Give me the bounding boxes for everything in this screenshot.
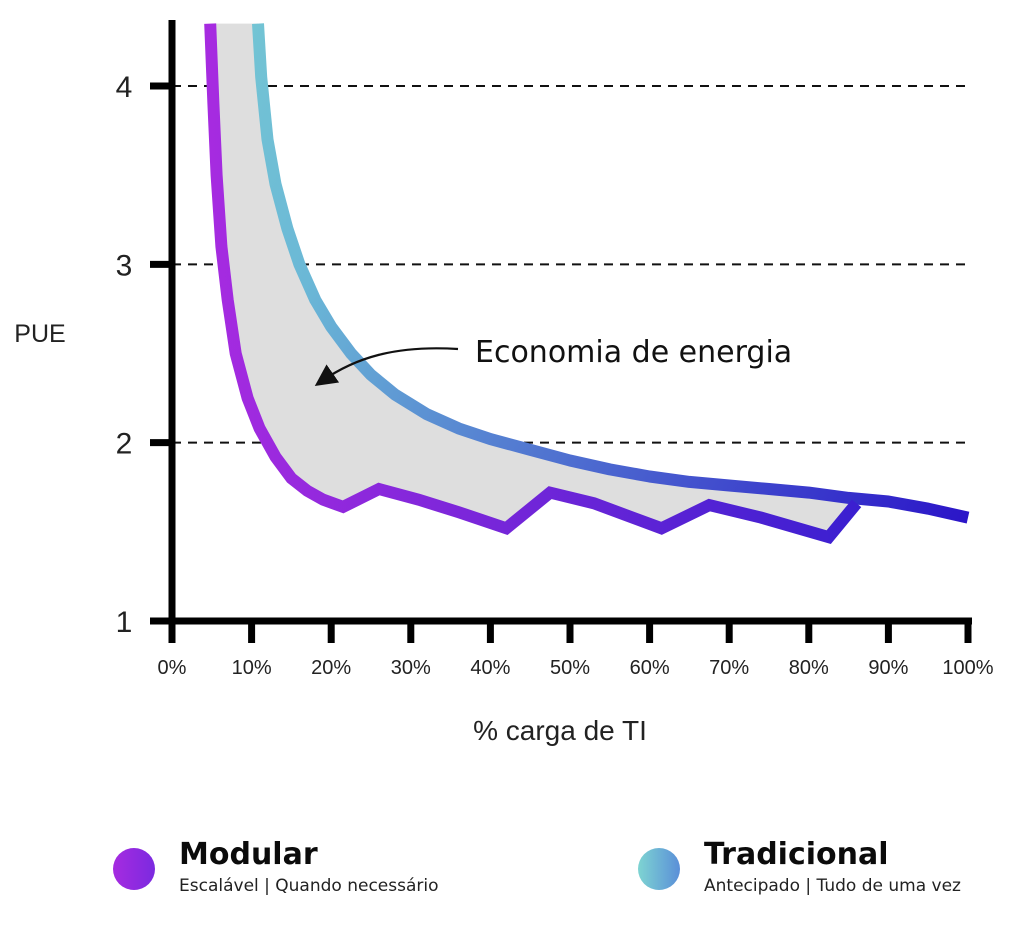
- y-tick-label: 1: [116, 606, 133, 639]
- x-tick-label: 80%: [789, 657, 829, 679]
- legend-title-modular: Modular: [179, 837, 318, 872]
- y-tick-label: 2: [116, 428, 133, 461]
- annotation-arrow: [314, 347, 459, 387]
- series-line-modular: [204, 23, 862, 545]
- x-axis-label: % carga de TI: [473, 715, 647, 746]
- legend-subtitle-modular: Escalável | Quando necessário: [179, 876, 439, 896]
- x-tick-label: 10%: [232, 657, 272, 679]
- legend-swatch-tradicional: [638, 848, 680, 890]
- legend-swatch-modular: [113, 848, 155, 890]
- x-tick-label: 50%: [550, 657, 590, 679]
- x-tick-label: 0%: [158, 657, 187, 679]
- x-tick-label: 20%: [311, 657, 351, 679]
- legend-tradicional: Tradicional Antecipado | Tudo de uma vez: [638, 838, 961, 898]
- legend-title-tradicional: Tradicional: [704, 837, 889, 872]
- savings-area: [210, 23, 857, 538]
- x-tick-label: 100%: [942, 657, 993, 679]
- x-tick-label: 30%: [391, 657, 431, 679]
- legend-modular: Modular Escalável | Quando necessário: [113, 838, 439, 898]
- legend-subtitle-tradicional: Antecipado | Tudo de uma vez: [704, 876, 961, 896]
- x-tick-label: 70%: [709, 657, 749, 679]
- x-tick-label: 40%: [470, 657, 510, 679]
- x-tick-label: 90%: [868, 657, 908, 679]
- y-axis-label: PUE: [14, 320, 65, 348]
- series-line-tradicional: [252, 23, 970, 524]
- x-tick-label: 60%: [630, 657, 670, 679]
- savings-annotation: Economia de energia: [475, 335, 792, 370]
- y-tick-label: 4: [116, 71, 133, 104]
- y-tick-label: 3: [116, 249, 133, 282]
